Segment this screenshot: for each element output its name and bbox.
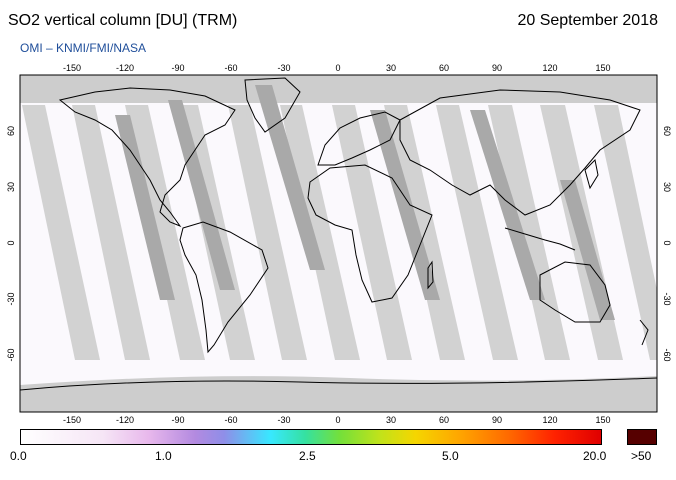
lon-tick: -150 — [63, 63, 81, 73]
colorbar-label: 1.0 — [155, 449, 172, 463]
south-polar-no-data — [20, 376, 657, 412]
lon-tick: 90 — [492, 63, 502, 73]
lon-tick: 30 — [386, 415, 396, 425]
lat-tick: -30 — [6, 292, 16, 305]
lat-tick: 0 — [6, 240, 16, 245]
lat-tick: -60 — [6, 348, 16, 361]
lon-tick: -30 — [277, 415, 290, 425]
lon-tick: 30 — [386, 63, 396, 73]
colorbar-label: 2.5 — [299, 449, 316, 463]
lon-tick: 0 — [335, 63, 340, 73]
lon-tick: -120 — [116, 415, 134, 425]
lon-tick: 150 — [595, 63, 610, 73]
map-title: SO2 vertical column [DU] (TRM) — [8, 12, 238, 29]
colorbar-overflow-swatch — [627, 429, 657, 445]
lon-tick: -150 — [63, 415, 81, 425]
colorbar-overflow-label: >50 — [631, 449, 652, 463]
lon-tick: 150 — [595, 415, 610, 425]
lon-tick: 90 — [492, 415, 502, 425]
coastlines — [20, 77, 657, 391]
lon-axis-bottom: -150 -120 -90 -60 -30 0 30 60 90 120 150 — [63, 415, 611, 425]
lon-tick: -90 — [171, 63, 184, 73]
lat-tick: 30 — [6, 182, 16, 192]
lon-tick: 60 — [439, 415, 449, 425]
north-polar-no-data — [20, 75, 657, 103]
lat-axis-right: 60 30 0 -30 -60 — [662, 126, 672, 362]
lon-tick: -30 — [277, 63, 290, 73]
lat-tick: -30 — [662, 292, 672, 305]
lon-tick: -60 — [224, 63, 237, 73]
lat-tick: 0 — [662, 240, 672, 245]
lon-tick: 60 — [439, 63, 449, 73]
map-frame — [19, 74, 658, 413]
lat-axis-left: 60 30 0 -30 -60 — [6, 126, 16, 362]
colorbar-label: 0.0 — [10, 449, 27, 463]
map-source: OMI – KNMI/FMI/NASA — [20, 41, 147, 55]
lon-axis-top: -150 -120 -90 -60 -30 0 30 60 90 120 150 — [63, 63, 611, 73]
lon-tick: 120 — [542, 415, 557, 425]
lat-tick: 60 — [662, 126, 672, 136]
lon-tick: 0 — [335, 415, 340, 425]
colorbar-label: 5.0 — [442, 449, 459, 463]
lat-tick: -60 — [662, 348, 672, 361]
lat-tick: 60 — [6, 126, 16, 136]
colorbar — [20, 429, 602, 445]
lon-tick: -90 — [171, 415, 184, 425]
lon-tick: -60 — [224, 415, 237, 425]
swath-overlaps — [115, 85, 615, 320]
lon-tick: -120 — [116, 63, 134, 73]
lat-tick: 30 — [662, 182, 672, 192]
colorbar-label: 20.0 — [583, 449, 607, 463]
lon-tick: 120 — [542, 63, 557, 73]
map-date: 20 September 2018 — [517, 12, 658, 29]
